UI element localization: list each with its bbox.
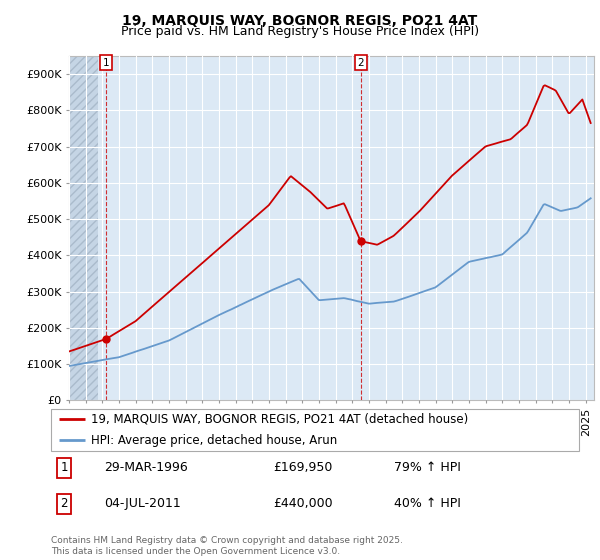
Text: Price paid vs. HM Land Registry's House Price Index (HPI): Price paid vs. HM Land Registry's House … xyxy=(121,25,479,38)
Text: £440,000: £440,000 xyxy=(273,497,332,510)
Text: Contains HM Land Registry data © Crown copyright and database right 2025.
This d: Contains HM Land Registry data © Crown c… xyxy=(51,536,403,556)
Text: £169,950: £169,950 xyxy=(273,461,332,474)
Text: HPI: Average price, detached house, Arun: HPI: Average price, detached house, Arun xyxy=(91,434,337,447)
Text: 1: 1 xyxy=(103,58,110,68)
Text: 2: 2 xyxy=(358,58,364,68)
Bar xyxy=(69,56,98,400)
FancyBboxPatch shape xyxy=(51,409,579,451)
Text: 40% ↑ HPI: 40% ↑ HPI xyxy=(394,497,461,510)
Text: 1: 1 xyxy=(61,461,68,474)
Text: 19, MARQUIS WAY, BOGNOR REGIS, PO21 4AT (detached house): 19, MARQUIS WAY, BOGNOR REGIS, PO21 4AT … xyxy=(91,413,468,426)
Text: 79% ↑ HPI: 79% ↑ HPI xyxy=(394,461,461,474)
Text: 29-MAR-1996: 29-MAR-1996 xyxy=(104,461,188,474)
Text: 19, MARQUIS WAY, BOGNOR REGIS, PO21 4AT: 19, MARQUIS WAY, BOGNOR REGIS, PO21 4AT xyxy=(122,14,478,28)
Text: 04-JUL-2011: 04-JUL-2011 xyxy=(104,497,181,510)
Text: 2: 2 xyxy=(61,497,68,510)
